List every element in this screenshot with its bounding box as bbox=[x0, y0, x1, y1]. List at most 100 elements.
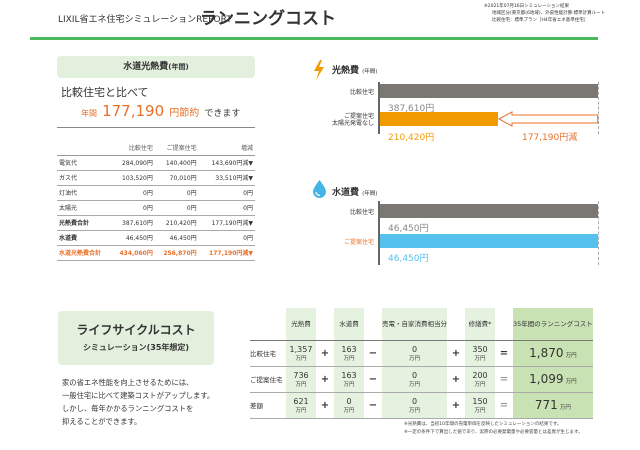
lifecycle-subtitle: シミュレーション(35年想定) bbox=[82, 343, 190, 352]
cell: 0円 bbox=[154, 200, 199, 216]
cell: 103,520円 bbox=[111, 170, 155, 186]
cell: 46,450円 bbox=[111, 230, 155, 246]
cell: 0円 bbox=[111, 185, 155, 201]
water-drop-icon bbox=[313, 180, 326, 198]
cell: 150 万円 bbox=[465, 392, 495, 419]
table-row: 比較住宅 1,357 万円 +163 万円 −0 万円 +350 万円 = 1,870 万円 bbox=[250, 340, 593, 367]
unit: 万円 bbox=[565, 353, 577, 359]
water-chart-title: 水道費 (年間) bbox=[332, 185, 377, 198]
cell: 0円 bbox=[198, 230, 255, 246]
cell: 200 万円 bbox=[465, 366, 495, 393]
total-cell: 1,099 万円 bbox=[513, 366, 593, 393]
note: 地域区分(東京都(6地域)、外皮性能計算:標準計算ルート bbox=[492, 11, 606, 16]
cell: 1,357 万円 bbox=[286, 340, 316, 367]
row-label: ご提案住宅 bbox=[250, 366, 286, 393]
unit: 万円 bbox=[343, 381, 355, 388]
cell: 0 万円 bbox=[334, 392, 364, 419]
operator: + bbox=[447, 366, 465, 393]
row-label: 差額 bbox=[250, 392, 286, 419]
column-header: 水道費 bbox=[334, 308, 364, 340]
value: 150 bbox=[472, 396, 488, 406]
report-name: LIXIL省エネ住宅シミュレーションREPORT bbox=[58, 15, 232, 25]
unit: 万円 bbox=[474, 355, 486, 362]
note: ※2021年07月16日シミュレーション結果 bbox=[484, 4, 569, 9]
water-title-suffix: (年間) bbox=[362, 191, 378, 197]
total-cell: 1,870 万円 bbox=[513, 340, 593, 367]
cell: 灯油代 bbox=[57, 185, 112, 201]
value-proposal: 210,420円 bbox=[388, 133, 435, 143]
bar-compare bbox=[380, 204, 598, 218]
compare-text: 比較住宅と比べて bbox=[61, 86, 149, 99]
water-title-text: 水道費 bbox=[332, 188, 360, 198]
cell: 621 万円 bbox=[286, 392, 316, 419]
cell: 387,610円 bbox=[111, 215, 155, 231]
column-header: 35年間のランニングコスト bbox=[513, 308, 593, 340]
column-header: 光熱費 bbox=[286, 308, 316, 340]
cell: 0円 bbox=[198, 185, 255, 201]
desc-line: 家の省エネ性能を向上させるためには、 bbox=[62, 378, 194, 387]
lifecycle-description: 家の省エネ性能を向上させるためには、 一般住宅に比べて建築コストがアップします。… bbox=[62, 376, 214, 428]
cell bbox=[495, 308, 513, 340]
unit: 万円 bbox=[474, 407, 486, 414]
header-divider bbox=[30, 37, 598, 40]
footnote: ※一定の条件下で算出した値であり、実際の必要発電量や必要容量とは差異が生じます。 bbox=[404, 430, 583, 435]
operator: + bbox=[447, 392, 465, 419]
desc-line: しかし、毎年かかるランニングコストを bbox=[62, 404, 194, 413]
cell: 256,870円 bbox=[154, 245, 199, 261]
energy-chart-title: 光熱費 (年間) bbox=[332, 63, 377, 76]
col: 増減 bbox=[198, 140, 255, 156]
cell: 0 万円 bbox=[382, 392, 447, 419]
value: 1,357 bbox=[289, 344, 313, 354]
unit: 万円 bbox=[343, 355, 355, 362]
label-line: 太陽光発電なし bbox=[331, 120, 374, 127]
cell: 0円 bbox=[198, 200, 255, 216]
note: 比較住宅：標準プラン［H4年省エネ基準住宅］ bbox=[492, 18, 589, 23]
label-compare: 比較住宅 bbox=[349, 89, 374, 96]
cell: 光熱費合計 bbox=[57, 215, 112, 231]
value: 163 bbox=[341, 344, 357, 354]
lifecycle-title-text: ライフサイクルコスト bbox=[76, 323, 196, 337]
operator: + bbox=[447, 340, 465, 367]
header-notes: ※2021年07月16日シミュレーション結果 地域区分(東京都(6地域)、外皮性… bbox=[484, 3, 605, 24]
operator: − bbox=[364, 340, 382, 367]
label-proposal: ご提案住宅 太陽光発電なし bbox=[300, 113, 374, 127]
lifecycle-title: ライフサイクルコスト シミュレーション(35年想定) bbox=[58, 311, 214, 365]
cell: 163 万円 bbox=[334, 340, 364, 367]
cell: 46,450円 bbox=[154, 230, 199, 246]
operator: − bbox=[364, 366, 382, 393]
table-header: 比較住宅 ご提案住宅 増減 bbox=[57, 140, 255, 156]
unit: 万円 bbox=[559, 405, 571, 411]
table-row: 太陽光 0円 0円 0円 bbox=[57, 200, 255, 216]
table-row: 水道光熱費合計 434,060円 256,870円 177,190円減▼ bbox=[57, 245, 255, 261]
cell: 太陽光 bbox=[57, 200, 112, 216]
table-row: 水道費 46,450円 46,450円 0円 bbox=[57, 230, 255, 246]
unit: 万円 bbox=[408, 355, 420, 362]
total-cell: 771 万円 bbox=[513, 392, 593, 419]
value: 0 bbox=[346, 396, 352, 406]
cell bbox=[364, 308, 382, 340]
cell: 水道費 bbox=[57, 230, 112, 246]
cell: 177,190円減▼ bbox=[198, 245, 255, 261]
table-row: ご提案住宅 736 万円 +163 万円 −0 万円 +200 万円 = 1,099 万円 bbox=[250, 366, 593, 393]
desc-line: 一般住宅に比べて建築コストがアップします。 bbox=[62, 391, 215, 400]
cell: 350 万円 bbox=[465, 340, 495, 367]
col bbox=[57, 140, 112, 156]
annual-cost-table: 比較住宅 ご提案住宅 増減 電気代 284,090円 140,400円 143,690円減… bbox=[57, 140, 255, 261]
cell: 0円 bbox=[111, 200, 155, 216]
value: 0 bbox=[411, 370, 418, 380]
value-compare: 387,610円 bbox=[388, 104, 435, 114]
label-line: ご提案住宅 bbox=[343, 113, 374, 120]
total-value: 1,099 bbox=[529, 372, 564, 386]
cell: 水道光熱費合計 bbox=[57, 245, 112, 261]
cell: 電気代 bbox=[57, 155, 112, 171]
cell: 284,090円 bbox=[111, 155, 155, 171]
column-header: 売電・自家消費相当分 bbox=[382, 308, 447, 340]
axis-end bbox=[598, 82, 599, 134]
table-row: ガス代 103,520円 70,010円 33,510円減▼ bbox=[57, 170, 255, 186]
operator: + bbox=[316, 392, 334, 419]
annual-title-suffix: (年間) bbox=[168, 63, 189, 71]
annual-title: 水道光熱費(年間) bbox=[57, 56, 255, 78]
savings-unit: 円節約 bbox=[169, 108, 200, 119]
lifecycle-table: 光熱費 水道費 売電・自家消費相当分 修繕費* 35年間のランニングコスト 比較住宅 1,3… bbox=[250, 308, 593, 419]
col: 比較住宅 bbox=[111, 140, 155, 156]
